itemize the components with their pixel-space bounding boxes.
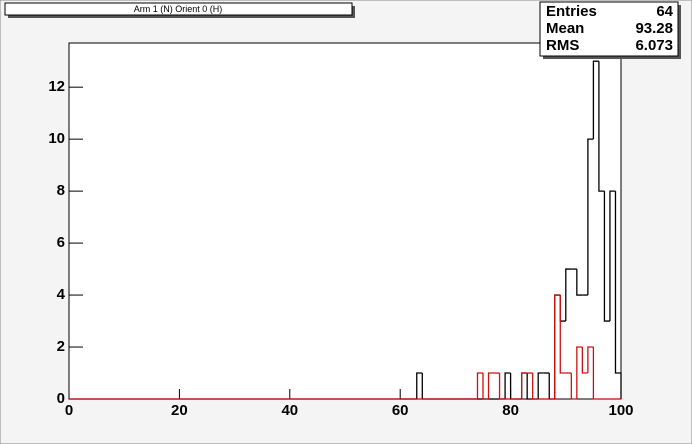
title-box (4, 2, 353, 16)
stats-box (539, 1, 679, 57)
histogram-bin (587, 346, 594, 374)
y-tick-label: 2 (57, 338, 65, 355)
histogram-bin (587, 138, 594, 296)
stat-value: 93.28 (635, 20, 673, 37)
histogram-bin (581, 347, 588, 374)
stat-value: 64 (656, 3, 673, 20)
x-tick-label: 60 (392, 402, 409, 419)
stat-label: RMS (546, 37, 579, 54)
histogram-bin (559, 295, 566, 374)
frame (68, 42, 622, 400)
histogram-bin (609, 190, 616, 322)
histogram-bin (416, 372, 423, 399)
histogram-bin (576, 269, 583, 296)
histogram-bin (482, 373, 489, 400)
y-tick-label: 4 (57, 286, 66, 303)
histogram-bin (554, 294, 561, 399)
histogram-bin (614, 191, 622, 399)
y-tick-label: 12 (48, 78, 65, 95)
x-tick-label: 100 (608, 402, 633, 419)
chart-title: Arm 1 (N) Orient 0 (H) (134, 4, 223, 14)
histogram-bin (603, 191, 610, 322)
x-tick-label: 80 (502, 402, 519, 419)
y-tick-label: 8 (57, 182, 65, 199)
histogram-bin (487, 372, 495, 399)
y-tick-label: 10 (48, 130, 65, 147)
histogram-bin (592, 347, 599, 400)
stat-label: Mean (546, 20, 584, 37)
x-tick-label: 40 (281, 402, 298, 419)
histogram-bin (598, 61, 605, 192)
histogram-bin (576, 346, 583, 399)
histogram-bin (592, 60, 599, 140)
y-tick-label: 0 (57, 390, 65, 407)
histogram-bin (504, 372, 511, 399)
x-tick-label: 20 (171, 402, 188, 419)
histogram-bin (476, 372, 483, 399)
stat-value: 6.073 (635, 37, 673, 54)
histogram-bin (520, 372, 528, 399)
x-tick-label: 0 (65, 402, 73, 419)
histogram-bin (565, 268, 572, 322)
histogram-bin (532, 373, 539, 400)
y-tick-label: 6 (57, 234, 65, 251)
histogram-bin (570, 373, 577, 400)
histogram-bin (537, 372, 544, 399)
histogram-bin (498, 373, 506, 400)
stat-label: Entries (546, 3, 597, 20)
histogram-bin (526, 373, 533, 400)
